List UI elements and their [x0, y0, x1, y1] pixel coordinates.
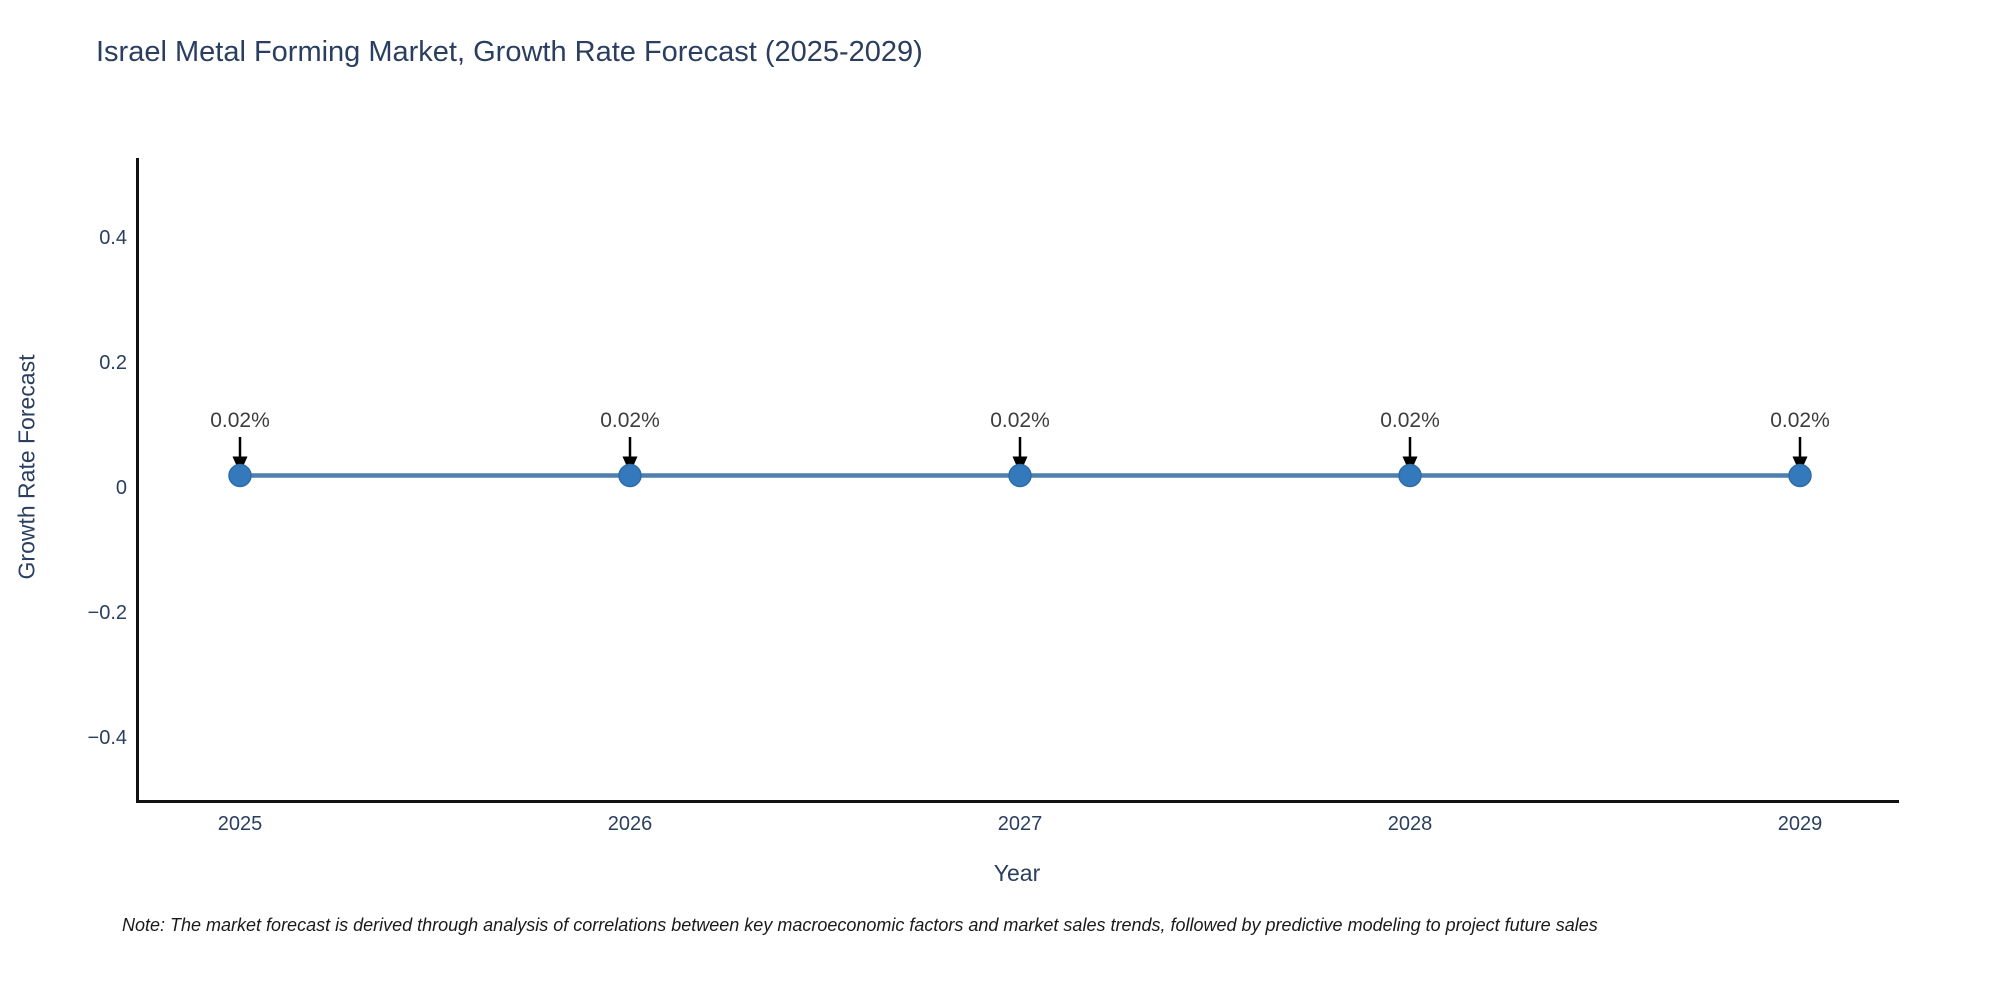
x-tick-label: 2029 — [1777, 813, 1823, 835]
y-tick-label: 0 — [115, 477, 127, 499]
x-tick-label: 2026 — [607, 813, 653, 835]
x-tick-label: 2027 — [997, 813, 1043, 835]
y-axis-line — [136, 158, 139, 803]
y-tick-label: −0.4 — [87, 727, 127, 749]
data-point-marker — [228, 463, 252, 488]
x-tick-label: 2025 — [217, 813, 263, 835]
data-point-label: 0.02% — [1380, 409, 1440, 432]
x-tick-label: 2028 — [1387, 813, 1433, 835]
data-point-marker — [618, 463, 642, 488]
data-point-marker — [1008, 463, 1032, 488]
y-tick-label: −0.2 — [87, 602, 127, 624]
y-tick-label: 0.2 — [99, 352, 127, 374]
chart-title: Israel Metal Forming Market, Growth Rate… — [96, 36, 923, 68]
data-point-label: 0.02% — [210, 409, 270, 432]
data-point-label: 0.02% — [990, 409, 1050, 432]
footnote-container: Note: The market forecast is derived thr… — [0, 915, 2000, 936]
x-axis-title: Year — [993, 860, 1041, 886]
data-point-label: 0.02% — [600, 409, 660, 432]
footnote-text: Note: The market forecast is derived thr… — [122, 915, 1598, 935]
data-point-marker — [1788, 463, 1812, 488]
data-point-marker — [1398, 463, 1422, 488]
x-axis-line — [136, 800, 1899, 803]
y-tick-label: 0.4 — [99, 227, 127, 249]
data-point-label: 0.02% — [1770, 409, 1830, 432]
